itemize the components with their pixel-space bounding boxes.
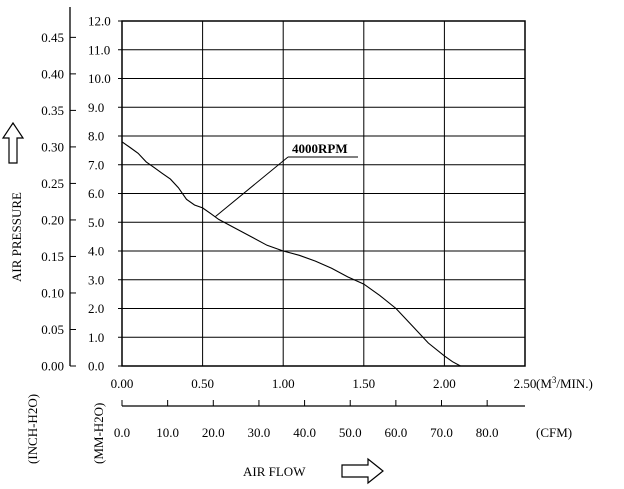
mm-h2o-tick-label: 5.0 — [88, 215, 104, 230]
mm-h2o-tick-label: 12.0 — [88, 14, 111, 29]
x-unit-cfm: (CFM) — [536, 425, 572, 440]
inch-h2o-tick-label: 0.25 — [41, 176, 64, 191]
m3-min-tick-label: 0.50 — [191, 376, 214, 391]
cfm-tick-label: 0.0 — [114, 425, 130, 440]
inch-h2o-tick-label: 0.15 — [41, 249, 64, 264]
m3-min-tick-label: 2.50 — [514, 376, 537, 391]
right-arrow-icon — [341, 457, 384, 485]
inch-h2o-tick-label: 0.00 — [41, 359, 64, 374]
cfm-tick-label: 80.0 — [476, 425, 499, 440]
mm-h2o-tick-label: 9.0 — [88, 100, 104, 115]
series-line-4000rpm — [121, 141, 461, 367]
mm-h2o-tick-label: 4.0 — [88, 244, 104, 259]
inch-h2o-tick-label: 0.45 — [41, 30, 64, 45]
mm-h2o-tick-label: 2.0 — [88, 301, 104, 316]
cfm-tick-label: 60.0 — [384, 425, 407, 440]
inch-h2o-tick-label: 0.05 — [41, 322, 64, 337]
unit-superscript: 3 — [552, 375, 557, 385]
mm-h2o-tick-label: 3.0 — [88, 272, 104, 287]
annotation-leader-line — [215, 156, 289, 217]
m3-min-tick-label: 0.00 — [111, 376, 134, 391]
mm-h2o-tick-label: 11.0 — [88, 42, 110, 57]
cfm-tick-label: 50.0 — [339, 425, 362, 440]
mm-h2o-tick-label: 0.0 — [88, 359, 104, 374]
cfm-tick-label: 40.0 — [293, 425, 316, 440]
m3-min-tick-label: 2.00 — [433, 376, 456, 391]
mm-h2o-tick-label: 1.0 — [88, 330, 104, 345]
grid-lines — [122, 21, 525, 366]
x-unit-m3-min: (M3/MIN.) — [536, 375, 593, 391]
mm-h2o-tick-label: 10.0 — [88, 71, 111, 86]
inch-h2o-tick-label: 0.30 — [41, 139, 64, 154]
y-unit-mm-h2o: (MM-H2O) — [91, 403, 106, 464]
m3-min-axis: 0.00 0.50 1.00 1.50 2.00 2.50 — [111, 376, 537, 391]
inch-h2o-tick-label: 0.40 — [41, 66, 64, 81]
cfm-tick-label: 30.0 — [248, 425, 271, 440]
mm-h2o-tick-label: 8.0 — [88, 129, 104, 144]
cfm-tick-label: 20.0 — [202, 425, 225, 440]
inch-h2o-tick-label: 0.35 — [41, 103, 64, 118]
mm-h2o-tick-label: 6.0 — [88, 186, 104, 201]
unit-prefix: (M — [536, 376, 552, 391]
x-axis-title: AIR FLOW — [243, 464, 306, 479]
cfm-tick-label: 10.0 — [156, 425, 179, 440]
y-unit-inch-h2o: (INCH-H2O) — [25, 394, 40, 464]
m3-min-tick-label: 1.50 — [352, 376, 375, 391]
m3-min-tick-label: 1.00 — [272, 376, 295, 391]
inch-h2o-tick-label: 0.20 — [41, 212, 64, 227]
y-axis-title: AIR PRESSURE — [9, 192, 24, 282]
mm-h2o-axis: 0.0 1.0 2.0 3.0 4.0 5.0 6.0 7.0 8.0 9.0 10.0 11.0 12… — [88, 14, 122, 374]
inch-h2o-axis: 0.00 0.05 0.10 0.15 0.20 0.25 0.30 0.35 0.40 0.45 — [41, 7, 76, 374]
unit-suffix: /MIN.) — [556, 376, 592, 391]
up-arrow-icon — [1, 121, 25, 164]
annotation-label: 4000RPM — [292, 141, 348, 156]
mm-h2o-tick-label: 7.0 — [88, 157, 104, 172]
cfm-tick-label: 70.0 — [430, 425, 453, 440]
inch-h2o-tick-label: 0.10 — [41, 285, 64, 300]
cfm-axis: 0.0 10.0 20.0 30.0 40.0 50.0 60.0 70.0 80.0 — [114, 400, 525, 440]
